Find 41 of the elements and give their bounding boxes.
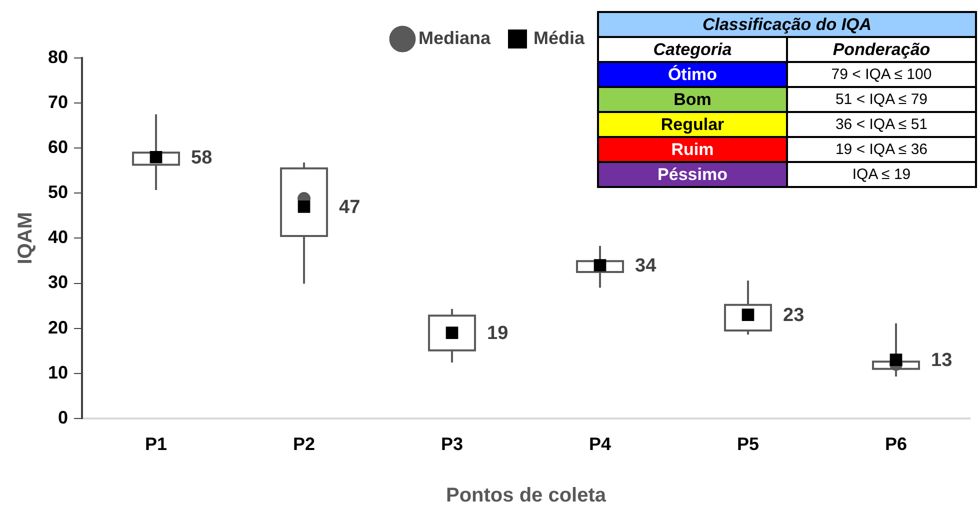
data-label: 58	[191, 147, 212, 168]
annotation: Categoria	[598, 37, 787, 62]
annotation: 51 < IQA ≤ 79	[787, 87, 976, 112]
y-tick-label: 50	[48, 182, 68, 202]
x-tick-label: P4	[588, 434, 612, 454]
x-tick-label: P6	[884, 434, 908, 454]
y-axis-title: IQAM	[14, 212, 37, 264]
annotation: 19 < IQA ≤ 36	[787, 137, 976, 162]
y-tick-label: 80	[48, 46, 68, 67]
annotation: Bom	[598, 87, 787, 112]
annotation: 36 < IQA ≤ 51	[787, 112, 976, 137]
y-tick-label: 10	[48, 362, 68, 382]
annotation: Péssimo	[598, 162, 787, 187]
x-tick-label: P2	[293, 434, 316, 454]
y-tick-label: 30	[48, 272, 68, 292]
data-label: 47	[339, 196, 360, 218]
data-label: 13	[931, 350, 952, 372]
annotation: Ruim	[598, 137, 787, 162]
annotation: IQA ≤ 19	[787, 162, 976, 187]
annotation: Ponderação	[787, 37, 976, 62]
data-label: 19	[487, 323, 508, 344]
x-tick-label: P1	[145, 434, 168, 454]
point	[594, 259, 606, 272]
y-tick-label: 70	[48, 92, 68, 112]
y-tick-label: 20	[48, 317, 68, 338]
legend-label: Mediana	[418, 28, 492, 48]
x-axis-title: Pontos de coleta	[446, 484, 607, 507]
x-tick-label: P3	[440, 434, 464, 454]
data-label: 23	[783, 305, 804, 326]
y-tick-label: 0	[58, 407, 68, 428]
point	[298, 200, 310, 213]
x-tick-label: P5	[736, 434, 760, 454]
y-tick-label: 60	[48, 137, 68, 158]
point	[890, 354, 902, 366]
legend-label: Média	[534, 28, 586, 48]
text: Classificação do IQA	[702, 14, 872, 34]
y-tick-label: 40	[48, 227, 68, 248]
annotation: Ótimo	[598, 62, 787, 87]
annotation: Regular	[598, 112, 787, 137]
annotation: 79 < IQA ≤ 100	[787, 62, 976, 87]
data-label: 34	[635, 255, 657, 276]
